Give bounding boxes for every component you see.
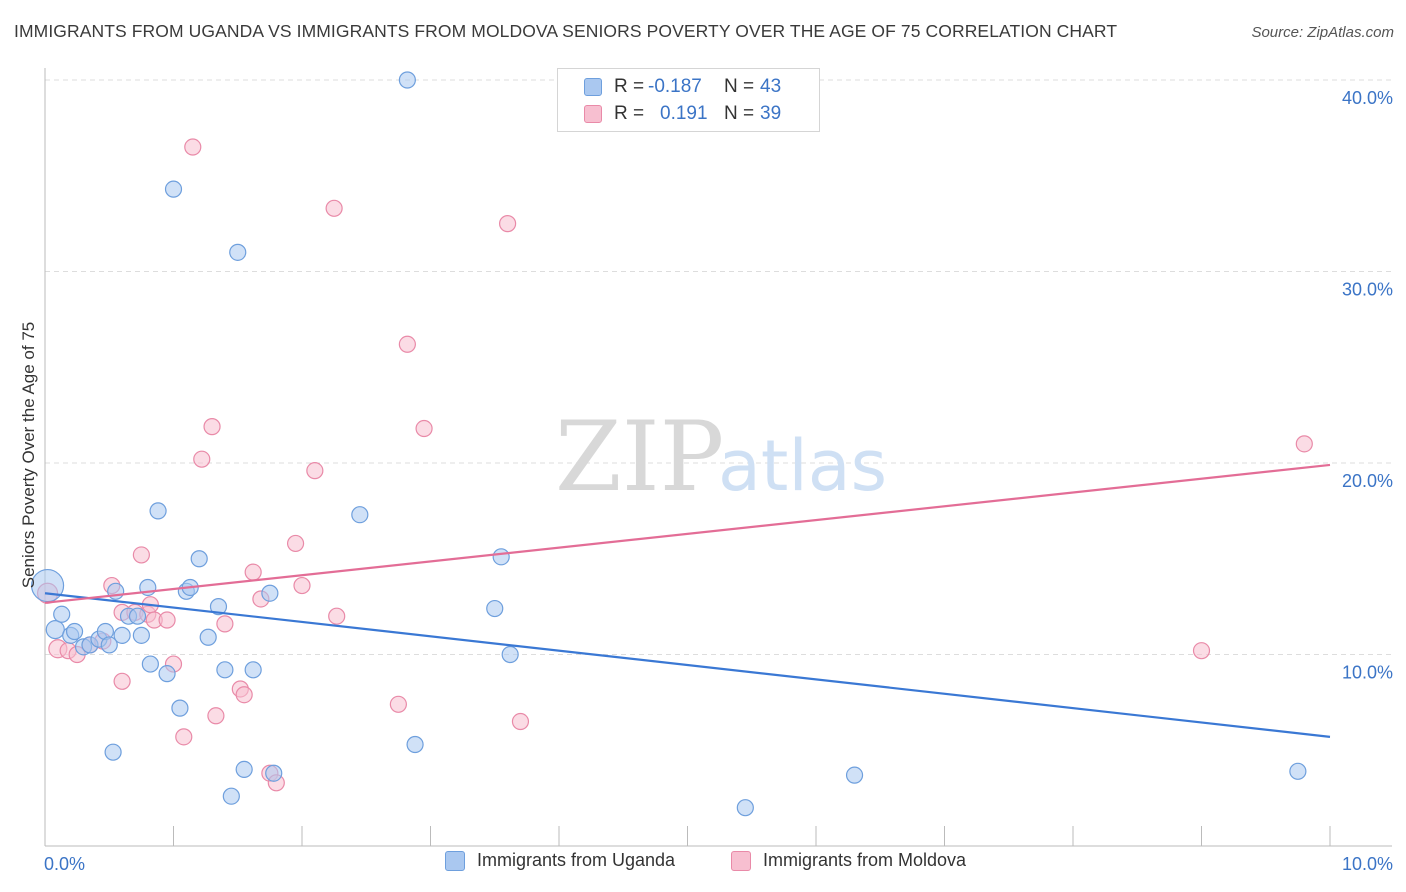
axes — [44, 68, 1392, 847]
uganda-point — [244, 661, 262, 679]
uganda-point — [53, 605, 71, 623]
n-label: N = — [724, 76, 755, 97]
moldova-point — [203, 418, 221, 436]
r-label: R = — [614, 76, 645, 97]
r-value: 0.191 — [660, 103, 708, 124]
moldova-swatch — [731, 850, 751, 871]
x-tick-label-right: 10.0% — [1342, 854, 1393, 874]
moldova-trend-line — [44, 463, 1331, 604]
moldova-point — [389, 695, 407, 713]
watermark-atlas: atlas — [718, 425, 887, 507]
moldova-point — [207, 707, 225, 725]
uganda-point — [486, 599, 504, 618]
uganda-point — [190, 550, 208, 568]
uganda-point — [45, 620, 65, 640]
uganda-point — [158, 665, 176, 683]
moldova-point — [193, 450, 211, 468]
moldova-point — [244, 563, 262, 581]
moldova-point — [499, 215, 517, 233]
moldova-point — [293, 576, 311, 595]
y-tick-label: 10.0% — [1342, 663, 1393, 683]
y-tick-label: 20.0% — [1342, 471, 1393, 491]
x-tick-label-left: 0.0% — [44, 854, 85, 874]
uganda-point — [104, 743, 122, 761]
n-value: 43 — [760, 76, 782, 97]
legend-item-moldova: Immigrants from Moldova — [731, 850, 966, 871]
uganda-point — [171, 699, 189, 717]
n-value: 39 — [760, 103, 782, 124]
chart-title: IMMIGRANTS FROM UGANDA VS IMMIGRANTS FRO… — [14, 21, 1118, 41]
moldova-point — [113, 672, 131, 690]
moldova-point — [325, 199, 343, 217]
uganda-point — [65, 622, 84, 641]
uganda-point — [736, 799, 754, 817]
uganda-point — [216, 661, 234, 679]
uganda-point — [164, 180, 183, 198]
stats-legend: R = -0.187 N = 43 R = 0.191 N = 39 — [557, 68, 820, 132]
uganda-swatch — [445, 850, 465, 871]
moldova-point — [235, 686, 253, 704]
moldova-point — [175, 728, 193, 746]
uganda-point — [501, 645, 519, 664]
uganda-point — [222, 787, 240, 805]
uganda-point — [261, 584, 279, 602]
uganda-point — [398, 71, 416, 89]
y-tick-label: 40.0% — [1342, 88, 1393, 108]
uganda-point — [132, 626, 150, 644]
y-axis-title: Seniors Poverty Over the Age of 75 — [19, 322, 38, 588]
moldova-point — [286, 534, 305, 553]
uganda-point — [845, 766, 864, 784]
uganda-point — [265, 764, 283, 782]
uganda-point — [351, 506, 369, 524]
uganda-point — [199, 628, 217, 646]
moldova-point — [158, 611, 176, 629]
moldova-point — [132, 546, 150, 564]
tick-labels: 10.0% 20.0% 30.0% 40.0% 0.0% 10.0% — [44, 88, 1393, 874]
uganda-point — [229, 243, 247, 261]
watermark: ZIP atlas — [555, 401, 887, 513]
uganda-point — [492, 548, 510, 566]
legend-row-moldova: R = 0.191 N = 39 — [584, 102, 781, 126]
r-label: R = — [614, 103, 645, 124]
n-label: N = — [724, 103, 755, 124]
source-label: Source: ZipAtlas.com — [1251, 24, 1394, 41]
moldova-point — [328, 607, 346, 625]
moldova-point — [1295, 435, 1313, 453]
uganda-point — [128, 607, 147, 625]
moldova-point — [415, 419, 433, 438]
moldova-point — [1192, 642, 1211, 660]
uganda-point — [149, 502, 167, 520]
moldova-point — [216, 615, 234, 633]
y-tick-label: 30.0% — [1342, 280, 1393, 300]
watermark-zip: ZIP — [555, 401, 724, 513]
uganda-point — [1289, 762, 1307, 780]
moldova-point — [306, 462, 324, 480]
uganda-swatch — [584, 78, 602, 96]
legend-label-uganda: Immigrants from Uganda — [477, 850, 676, 870]
r-value: -0.187 — [648, 76, 702, 97]
uganda-point — [406, 735, 424, 754]
moldova-point — [398, 335, 416, 353]
trend-lines — [44, 463, 1331, 738]
uganda-point — [141, 655, 159, 673]
moldova-point — [184, 138, 202, 156]
uganda-point — [235, 760, 253, 779]
uganda-point — [209, 598, 228, 616]
uganda-point — [113, 626, 131, 644]
uganda-point — [100, 636, 118, 654]
legend-item-uganda: Immigrants from Uganda — [445, 850, 675, 871]
moldova-point — [511, 712, 530, 731]
series-legend: Immigrants from Uganda Immigrants from M… — [0, 850, 1406, 878]
legend-row-uganda: R = -0.187 N = 43 — [584, 75, 781, 99]
moldova-swatch — [584, 105, 602, 123]
uganda-trend-line — [44, 592, 1331, 738]
legend-label-moldova: Immigrants from Moldova — [763, 850, 967, 870]
